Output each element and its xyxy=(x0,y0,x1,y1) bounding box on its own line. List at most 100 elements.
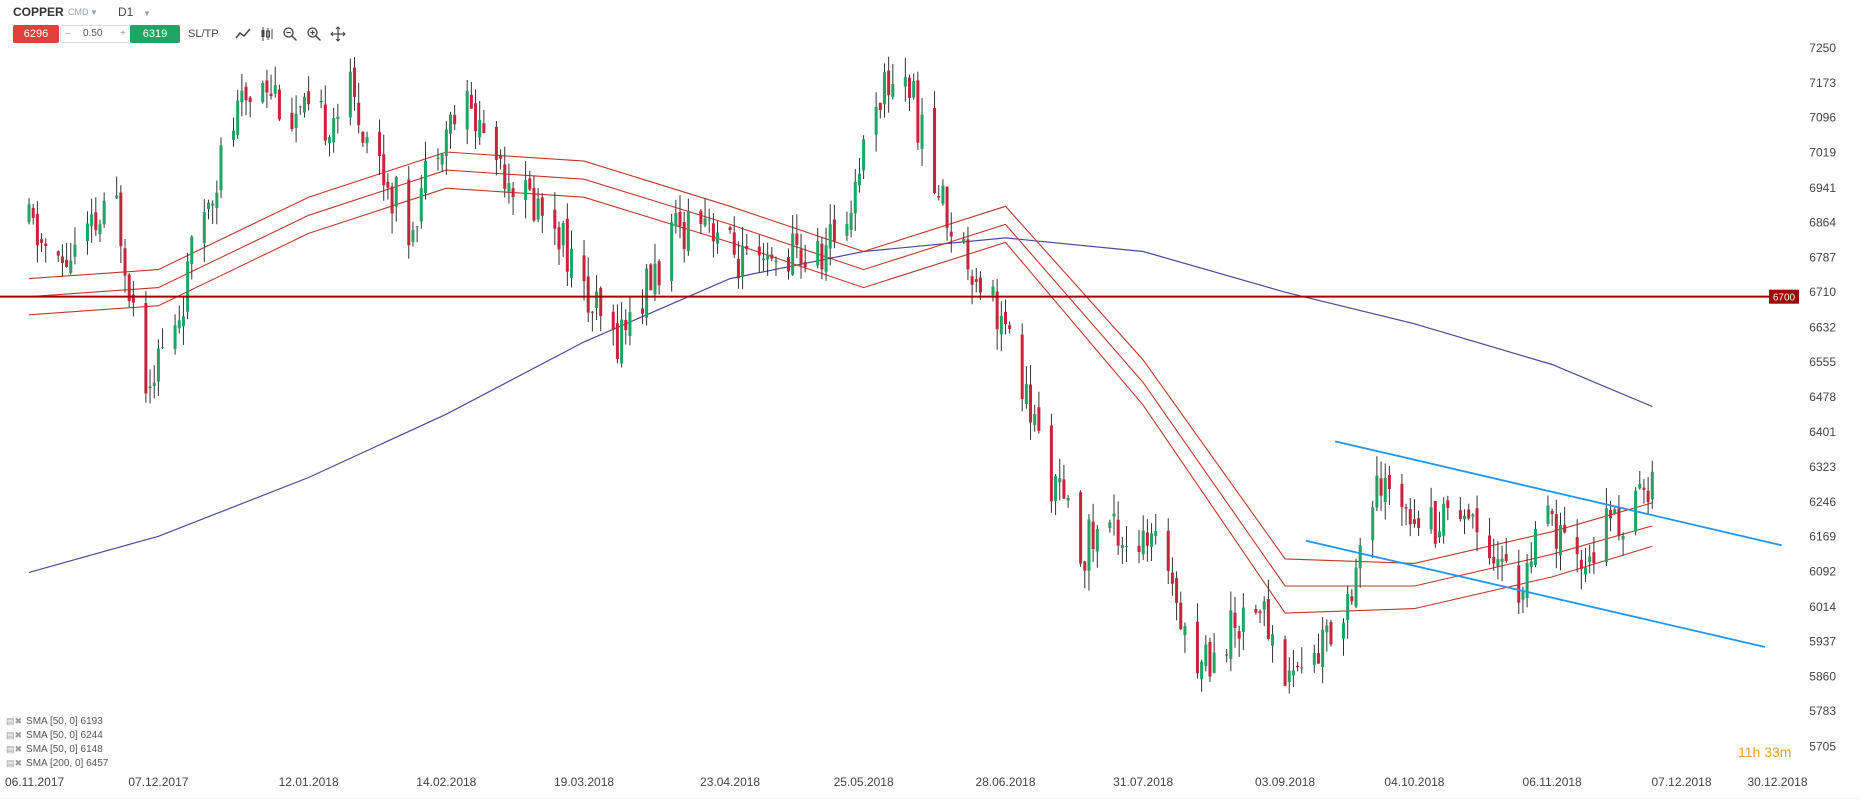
candle-body xyxy=(336,116,340,119)
candle xyxy=(540,193,544,234)
candle-body xyxy=(219,145,223,191)
candle-body xyxy=(1350,596,1354,602)
chevron-down-icon[interactable]: ▼ xyxy=(90,8,98,17)
candle-body xyxy=(590,311,594,313)
candle-body xyxy=(1008,325,1012,329)
candle xyxy=(273,66,277,98)
candle-body xyxy=(419,188,423,222)
candle xyxy=(582,240,586,301)
sell-button[interactable]: 6296 xyxy=(13,25,59,43)
zoom-out-icon[interactable] xyxy=(282,26,298,42)
candle-body xyxy=(816,240,820,266)
candle-body xyxy=(382,154,386,186)
candle-body xyxy=(595,291,599,308)
candle xyxy=(449,111,452,149)
candle-body xyxy=(1258,611,1262,614)
candle xyxy=(903,57,907,102)
visibility-icon[interactable]: ▤✖ xyxy=(6,716,23,726)
crosshair-icon[interactable] xyxy=(330,26,346,42)
candle xyxy=(1642,479,1646,504)
candle xyxy=(1058,458,1062,501)
candle-body xyxy=(1024,383,1028,404)
candle xyxy=(127,273,131,308)
candle-body xyxy=(1550,510,1554,515)
visibility-icon[interactable]: ▤✖ xyxy=(6,730,23,740)
candle-body xyxy=(1291,670,1295,676)
legend-item[interactable]: ▤✖ SMA [50, 0] 6244 xyxy=(6,730,103,741)
y-tick-label: 6710 xyxy=(1809,285,1836,299)
legend-item[interactable]: ▤✖ SMA [50, 0] 6148 xyxy=(6,744,103,755)
candles-layer xyxy=(27,56,1654,694)
candle xyxy=(31,203,35,225)
candle-body xyxy=(1225,654,1229,656)
sltp-button[interactable]: SL/TP xyxy=(188,28,219,40)
visibility-icon[interactable]: ▤✖ xyxy=(6,758,23,768)
candle xyxy=(353,57,357,111)
candle-body xyxy=(557,227,561,250)
candle xyxy=(440,153,444,172)
candle xyxy=(732,216,736,259)
candle-body xyxy=(699,210,703,225)
candle-body xyxy=(1241,607,1245,632)
candle xyxy=(181,296,185,345)
candle xyxy=(1312,644,1316,673)
candle xyxy=(1271,625,1275,663)
candle xyxy=(824,227,828,281)
line-chart-icon[interactable] xyxy=(235,26,251,42)
volume-increase-button[interactable]: + xyxy=(120,28,126,39)
symbol-name[interactable]: COPPER xyxy=(13,5,64,19)
candle-body xyxy=(206,202,210,210)
volume-decrease-button[interactable]: – xyxy=(65,28,71,39)
candle-body xyxy=(1266,599,1270,639)
candle-body xyxy=(1137,545,1141,552)
candle xyxy=(1346,585,1350,639)
candle-body xyxy=(1650,471,1654,500)
x-tick-label: 03.09.2018 xyxy=(1255,775,1315,789)
candle xyxy=(1241,593,1245,651)
timeframe-selector[interactable]: D1 xyxy=(118,5,134,19)
candle-body xyxy=(1237,631,1241,639)
visibility-icon[interactable]: ▤✖ xyxy=(6,744,23,754)
candle-body xyxy=(1087,519,1091,571)
candle-body xyxy=(832,219,836,243)
candle xyxy=(40,233,44,253)
candle xyxy=(173,314,177,355)
candle xyxy=(1258,609,1262,624)
candle xyxy=(123,238,127,293)
candle xyxy=(908,74,912,112)
candle xyxy=(828,204,832,266)
legend-item[interactable]: ▤✖ SMA [50, 0] 6193 xyxy=(6,716,103,727)
candle xyxy=(453,105,457,131)
x-tick-label: 23.04.2018 xyxy=(700,775,760,789)
candle-body xyxy=(1208,641,1212,677)
candle-body xyxy=(1120,545,1124,549)
candle xyxy=(1233,597,1237,648)
candle-body xyxy=(1592,552,1596,563)
chevron-down-icon[interactable]: ▼ xyxy=(143,9,151,18)
candle xyxy=(298,105,302,115)
zoom-in-icon[interactable] xyxy=(306,26,322,42)
x-tick-label: 14.02.2018 xyxy=(416,775,476,789)
candle xyxy=(244,82,248,116)
candle xyxy=(1517,549,1521,615)
candle-body xyxy=(1029,384,1033,423)
candle-body xyxy=(707,219,711,221)
candle xyxy=(916,71,920,150)
candle-body xyxy=(1179,602,1183,630)
candle xyxy=(1195,603,1199,679)
candle-body xyxy=(1033,413,1037,425)
buy-button[interactable]: 6319 xyxy=(130,25,180,43)
legend-item[interactable]: ▤✖ SMA [200, 0] 6457 xyxy=(6,758,108,769)
candle-body xyxy=(1554,514,1558,549)
candle-body xyxy=(803,261,807,267)
candle-body xyxy=(787,257,791,272)
candle xyxy=(240,73,244,117)
candle-body xyxy=(348,71,352,118)
sma-envelope-layer xyxy=(28,151,1653,614)
candle-body xyxy=(1412,519,1416,524)
volume-value[interactable]: 0.50 xyxy=(83,28,103,39)
candle-body xyxy=(1646,490,1650,503)
channel-line xyxy=(1305,539,1766,648)
candle-type-icon[interactable] xyxy=(259,26,275,42)
